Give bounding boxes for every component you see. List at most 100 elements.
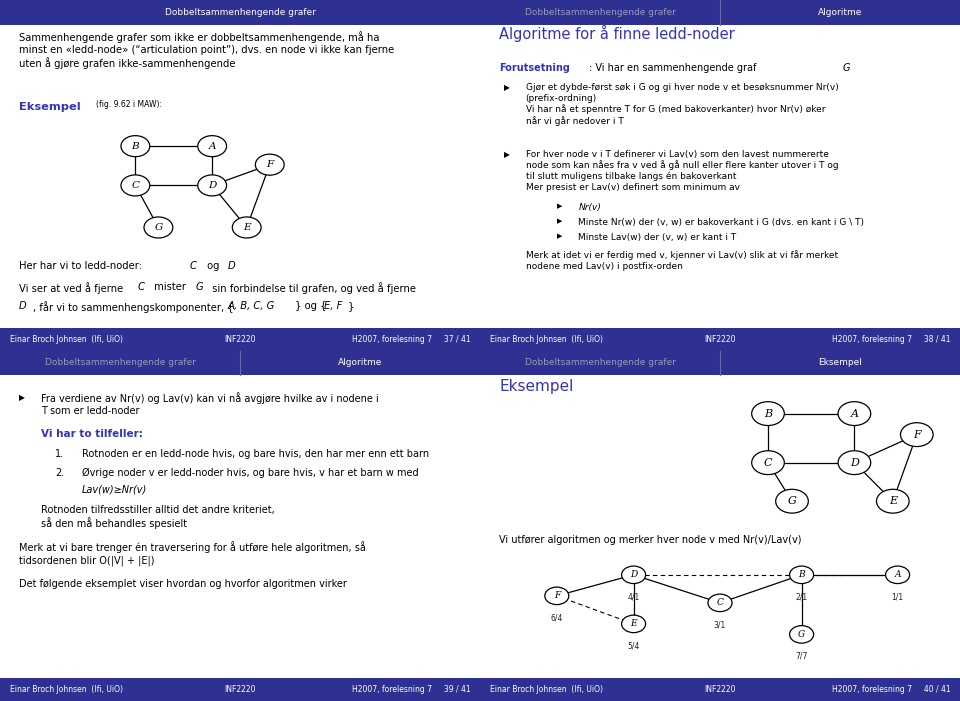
Text: E: E <box>243 223 251 232</box>
Text: Einar Broch Johnsen  (Ifi, UiO): Einar Broch Johnsen (Ifi, UiO) <box>10 334 123 343</box>
Text: Einar Broch Johnsen  (Ifi, UiO): Einar Broch Johnsen (Ifi, UiO) <box>10 685 123 694</box>
Text: INF2220: INF2220 <box>225 334 255 343</box>
Text: ▶: ▶ <box>504 83 510 93</box>
Text: Minste Nr(w) der (v, w) er bakoverkant i G (dvs. en kant i G \ T): Minste Nr(w) der (v, w) er bakoverkant i… <box>578 218 864 227</box>
Text: Minste Lav(w) der (v, w) er kant i T: Minste Lav(w) der (v, w) er kant i T <box>578 233 736 243</box>
Text: E: E <box>631 620 636 628</box>
Text: ▶: ▶ <box>557 218 563 224</box>
Text: E, F: E, F <box>324 301 343 311</box>
Text: Einar Broch Johnsen  (Ifi, UiO): Einar Broch Johnsen (Ifi, UiO) <box>490 685 603 694</box>
Text: sin forbindelse til grafen, og ved å fjerne: sin forbindelse til grafen, og ved å fje… <box>209 283 416 294</box>
Text: B: B <box>799 571 804 579</box>
Bar <box>480 679 960 701</box>
Text: INF2220: INF2220 <box>705 685 735 694</box>
Circle shape <box>198 175 227 196</box>
Text: Merk at vi bare trenger én traversering for å utføre hele algoritmen, så
tidsord: Merk at vi bare trenger én traversering … <box>19 541 366 566</box>
Text: Vi utfører algoritmen og merker hver node v med Nr(v)/Lav(v): Vi utfører algoritmen og merker hver nod… <box>499 534 802 545</box>
Text: , får vi to sammenhengskomponenter, {: , får vi to sammenhengskomponenter, { <box>33 301 233 313</box>
Text: Dobbeltsammenhengende grafer: Dobbeltsammenhengende grafer <box>524 358 676 367</box>
Bar <box>480 327 960 350</box>
Text: ▶: ▶ <box>557 233 563 240</box>
Text: }: } <box>348 301 354 311</box>
Text: } og {: } og { <box>296 301 326 311</box>
Text: : Vi har en sammenhengende graf: : Vi har en sammenhengende graf <box>589 63 760 73</box>
Bar <box>0 0 480 25</box>
Text: Her har vi to ledd-noder:: Her har vi to ledd-noder: <box>19 261 152 271</box>
Bar <box>480 350 960 375</box>
Text: H2007, forelesning 7     37 / 41: H2007, forelesning 7 37 / 41 <box>351 334 470 343</box>
Circle shape <box>708 594 732 611</box>
Text: Dobbeltsammenhengende grafer: Dobbeltsammenhengende grafer <box>164 8 316 17</box>
Text: Vi ser at ved å fjerne: Vi ser at ved å fjerne <box>19 283 127 294</box>
Text: Algoritme: Algoritme <box>818 8 862 17</box>
Text: Algoritme: Algoritme <box>338 358 382 367</box>
Text: G: G <box>155 223 162 232</box>
Circle shape <box>144 217 173 238</box>
Circle shape <box>776 489 808 513</box>
Text: H2007, forelesning 7     40 / 41: H2007, forelesning 7 40 / 41 <box>831 685 950 694</box>
Circle shape <box>198 136 227 156</box>
Text: F: F <box>554 592 560 600</box>
Text: ▶: ▶ <box>557 203 563 210</box>
Text: D: D <box>208 181 216 190</box>
Circle shape <box>789 566 814 583</box>
Circle shape <box>876 489 909 513</box>
Text: A, B, C, G: A, B, C, G <box>228 301 276 311</box>
Text: A: A <box>208 142 216 151</box>
Text: Eksempel: Eksempel <box>19 102 81 111</box>
Text: 4/1: 4/1 <box>628 592 639 601</box>
Text: H2007, forelesning 7     38 / 41: H2007, forelesning 7 38 / 41 <box>832 334 950 343</box>
Text: 2.: 2. <box>56 468 64 478</box>
Bar <box>0 679 480 701</box>
Text: C: C <box>190 261 197 271</box>
Text: G: G <box>798 630 805 639</box>
Text: D: D <box>228 261 236 271</box>
Text: D: D <box>630 571 637 579</box>
Text: C: C <box>716 599 724 607</box>
Text: Algoritme for å finne ledd-noder: Algoritme for å finne ledd-noder <box>499 25 735 41</box>
Text: For hver node v i T definerer vi Lav(v) som den lavest nummererte
node som kan n: For hver node v i T definerer vi Lav(v) … <box>526 150 838 192</box>
Text: Einar Broch Johnsen  (Ifi, UiO): Einar Broch Johnsen (Ifi, UiO) <box>490 334 603 343</box>
Text: Merk at idet vi er ferdig med v, kjenner vi Lav(v) slik at vi får merket
nodene : Merk at idet vi er ferdig med v, kjenner… <box>526 251 838 271</box>
Text: Dobbeltsammenhengende grafer: Dobbeltsammenhengende grafer <box>44 358 196 367</box>
Text: 5/4: 5/4 <box>628 641 639 651</box>
Circle shape <box>622 566 645 583</box>
Text: Det følgende eksemplet viser hvordan og hvorfor algoritmen virker: Det følgende eksemplet viser hvordan og … <box>19 579 348 589</box>
Text: Eksempel: Eksempel <box>499 379 573 393</box>
Text: Gjør et dybde-først søk i G og gi hver node v et besøksnummer Nr(v)
(prefix-ordn: Gjør et dybde-først søk i G og gi hver n… <box>526 83 838 125</box>
Text: C: C <box>132 181 139 190</box>
Circle shape <box>838 402 871 426</box>
Text: 3/1: 3/1 <box>714 620 726 629</box>
Circle shape <box>622 615 645 632</box>
Circle shape <box>121 136 150 156</box>
Text: D: D <box>19 301 27 311</box>
Circle shape <box>789 625 814 644</box>
Text: E: E <box>889 496 897 506</box>
Circle shape <box>121 175 150 196</box>
Text: Rotnoden tilfredsstiller alltid det andre kriteriet,
så den må behandles spesiel: Rotnoden tilfredsstiller alltid det andr… <box>40 505 275 529</box>
Text: 7/7: 7/7 <box>796 652 807 661</box>
Text: G: G <box>196 283 204 292</box>
Text: Eksempel: Eksempel <box>818 358 862 367</box>
Circle shape <box>752 451 784 475</box>
Text: 1.: 1. <box>56 449 64 459</box>
Text: Lav(w)≥Nr(v): Lav(w)≥Nr(v) <box>82 484 147 494</box>
Text: F: F <box>913 430 921 440</box>
Circle shape <box>900 423 933 447</box>
Text: INF2220: INF2220 <box>225 685 255 694</box>
Circle shape <box>838 451 871 475</box>
Text: G: G <box>787 496 797 506</box>
Text: A: A <box>851 409 858 418</box>
Text: Nr(v): Nr(v) <box>578 203 601 212</box>
Circle shape <box>232 217 261 238</box>
Circle shape <box>544 587 568 604</box>
Circle shape <box>255 154 284 175</box>
Text: C: C <box>764 458 772 468</box>
Text: INF2220: INF2220 <box>705 334 735 343</box>
Text: Dobbeltsammenhengende grafer: Dobbeltsammenhengende grafer <box>524 8 676 17</box>
Text: G: G <box>843 63 850 73</box>
Text: og: og <box>204 261 223 271</box>
Text: Rotnoden er en ledd-node hvis, og bare hvis, den har mer enn ett barn: Rotnoden er en ledd-node hvis, og bare h… <box>82 449 429 459</box>
Text: D: D <box>850 458 859 468</box>
Text: (fig. 9.62 i MAW):: (fig. 9.62 i MAW): <box>96 100 162 109</box>
